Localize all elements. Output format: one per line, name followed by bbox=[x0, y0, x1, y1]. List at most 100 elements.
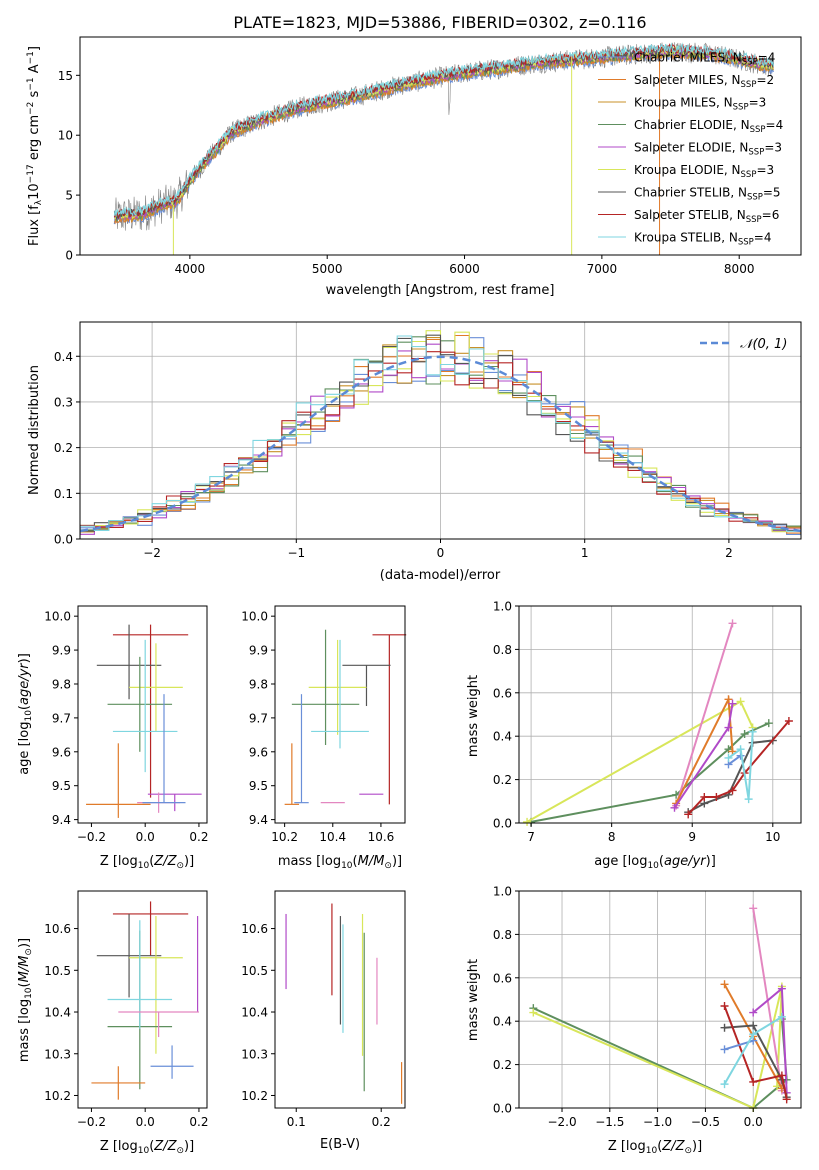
weight-marker bbox=[749, 1077, 758, 1086]
weight-marker bbox=[728, 786, 737, 795]
y-tick-label: 1.0 bbox=[493, 885, 512, 899]
ageZ-xlabel: Z [log10(Z/Z⊙)] bbox=[100, 854, 194, 871]
weight-marker bbox=[749, 1008, 758, 1017]
mwAge-ylabel: mass weight bbox=[466, 675, 481, 757]
weight-line-0 bbox=[532, 1007, 788, 1110]
x-tick-label: 1 bbox=[581, 546, 589, 560]
age-vs-Z-panel: −0.2 0.0 0.2 9.4 9.5 9.6 9.7 9.8 9.9 10.0 bbox=[44, 605, 208, 844]
observed-spectrum bbox=[114, 42, 774, 231]
y-tick-label: 10.3 bbox=[44, 1047, 71, 1061]
y-tick-label: 0.0 bbox=[493, 817, 512, 831]
x-tick-label: 0.0 bbox=[744, 1115, 763, 1129]
histogram-8 bbox=[80, 335, 801, 536]
y-tick-label: 0.4 bbox=[54, 350, 73, 364]
y-tick-label: 0.0 bbox=[54, 533, 73, 547]
spectrum-xlabel: wavelength [Angstrom, rest frame] bbox=[326, 283, 555, 298]
x-tick-label: 6000 bbox=[449, 262, 480, 276]
weight-marker bbox=[740, 730, 749, 739]
legend-subscript: SSP bbox=[741, 170, 757, 180]
y-tick-label: 0.6 bbox=[493, 686, 512, 700]
y-tick-label: 9.7 bbox=[249, 711, 268, 725]
x-tick-label: 10 bbox=[765, 830, 780, 844]
y-tick-label: 0.8 bbox=[493, 928, 512, 942]
y-tick-label: 0.4 bbox=[493, 730, 512, 744]
weight-line-0 bbox=[530, 722, 770, 823]
x-tick-label: −2 bbox=[143, 546, 161, 560]
x-tick-label: −0.5 bbox=[691, 1115, 720, 1129]
weight-marker bbox=[724, 745, 733, 754]
weight-marker bbox=[749, 1021, 758, 1030]
y-tick-label: 0.3 bbox=[54, 395, 73, 409]
y-tick-label: 0.8 bbox=[493, 643, 512, 657]
y-tick-label: 0.0 bbox=[493, 1102, 512, 1116]
legend-entry: Kroupa ELODIE, NSSP=3 bbox=[634, 163, 774, 180]
x-tick-label: 9 bbox=[688, 830, 696, 844]
legend-subscript: SSP bbox=[747, 193, 763, 203]
y-tick-label: 9.7 bbox=[52, 711, 71, 725]
ageM-xlabel: mass [log10(M/M⊙)] bbox=[278, 854, 402, 871]
massZ-xlabel: Z [log10(Z/Z⊙)] bbox=[100, 1139, 194, 1156]
residual-ticks: −2 −1 0 1 2 0.0 0.1 0.2 0.3 0.4 bbox=[54, 350, 733, 560]
axes-frame bbox=[274, 605, 406, 824]
spectrum-axes-frame bbox=[79, 36, 802, 256]
residual-ylabel: Normed distribution bbox=[27, 365, 42, 495]
legend-entry: Kroupa STELIB, NSSP=4 bbox=[634, 231, 772, 248]
x-tick-label: −1.0 bbox=[643, 1115, 672, 1129]
residual-plot-area bbox=[80, 330, 801, 538]
weight-marker bbox=[720, 1080, 729, 1089]
legend-entry: Chabrier ELODIE, NSSP=4 bbox=[634, 118, 783, 135]
normal-reference-curve bbox=[80, 355, 801, 533]
y-tick-label: 10.2 bbox=[241, 1089, 268, 1103]
legend-label: Salpeter STELIB, N bbox=[634, 208, 746, 222]
weight-marker bbox=[724, 723, 733, 732]
residual-xlabel: (data-model)/error bbox=[380, 568, 501, 583]
weight-marker bbox=[720, 980, 729, 989]
legend-count: =2 bbox=[756, 73, 774, 87]
y-tick-label: 9.9 bbox=[52, 644, 71, 658]
weight-line-8 bbox=[727, 731, 754, 800]
weight-marker bbox=[744, 795, 753, 804]
x-tick-label: 0.2 bbox=[189, 830, 208, 844]
weight-marker bbox=[684, 810, 693, 819]
y-tick-label: 1.0 bbox=[493, 600, 512, 614]
y-tick-label: 10 bbox=[58, 129, 73, 143]
y-tick-label: 0 bbox=[65, 249, 73, 263]
spectrum-ticks: 4000 5000 6000 7000 8000 0 5 10 15 bbox=[58, 69, 755, 276]
legend-label: Kroupa STELIB, N bbox=[634, 231, 738, 245]
x-tick-label: 8 bbox=[608, 830, 616, 844]
x-tick-label: 5000 bbox=[312, 262, 343, 276]
residual-panel: −2 −1 0 1 2 0.0 0.1 0.2 0.3 0.4 (data-model)/erro… bbox=[27, 321, 802, 583]
weight-marker bbox=[782, 1095, 791, 1104]
weight-marker bbox=[728, 619, 737, 628]
spectrum-curves bbox=[113, 42, 774, 255]
y-tick-label: 9.6 bbox=[52, 745, 71, 759]
legend-entry: Chabrier MILES, NSSP=4 bbox=[634, 51, 775, 68]
axes-frame bbox=[518, 890, 802, 1109]
spectrum-legend: Chabrier MILES, NSSP=4 Salpeter MILES, N S… bbox=[598, 51, 783, 248]
weight-marker bbox=[670, 803, 679, 812]
x-tick-label: 7000 bbox=[587, 262, 618, 276]
y-tick-label: 0.1 bbox=[54, 487, 73, 501]
x-tick-label: −0.2 bbox=[77, 830, 106, 844]
mass-vs-EBV-panel: 0.1 0.2 10.2 10.3 10.4 10.5 10.6 bbox=[241, 890, 406, 1129]
legend-subscript: SSP bbox=[733, 103, 749, 113]
x-tick-label: 0.2 bbox=[189, 1115, 208, 1129]
x-tick-label: 4000 bbox=[175, 262, 206, 276]
histograms bbox=[80, 330, 801, 538]
legend-label: Salpeter MILES, N bbox=[634, 73, 741, 87]
x-tick-label: 0.2 bbox=[372, 1115, 391, 1129]
weight-line-2 bbox=[675, 623, 734, 806]
legend-label: Kroupa MILES, N bbox=[634, 96, 733, 110]
legend-count: =3 bbox=[756, 163, 774, 177]
y-tick-label: 15 bbox=[58, 69, 73, 83]
x-tick-label: 10.6 bbox=[368, 830, 395, 844]
legend-count: =4 bbox=[754, 231, 772, 245]
weight-marker bbox=[764, 719, 773, 728]
weight-marker bbox=[529, 1008, 538, 1017]
legend-subscript: SSP bbox=[750, 125, 766, 135]
weight-marker bbox=[749, 904, 758, 913]
legend-count: =5 bbox=[763, 186, 781, 200]
weight-line-7 bbox=[727, 754, 742, 766]
mwZ-xlabel: Z [log10(Z/Z⊙)] bbox=[608, 1139, 702, 1156]
